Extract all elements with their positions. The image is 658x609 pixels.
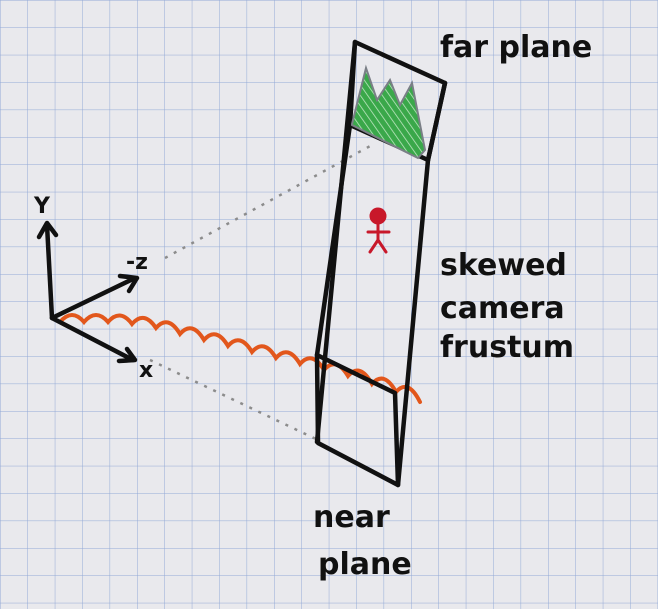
skewed-label-line3: frustum — [440, 330, 574, 365]
frustum-edge-back — [314, 39, 358, 445]
frustum-edge-top-right — [425, 80, 448, 163]
dotted-line-x — [149, 358, 319, 442]
mountains-far-plane — [351, 64, 427, 160]
frustum-edge-far-right — [395, 157, 431, 488]
person-figure — [366, 207, 391, 254]
y-axis-arrowhead — [36, 220, 59, 240]
neg-z-axis-label: -z — [126, 250, 148, 275]
x-axis-label: x — [139, 358, 153, 383]
x-axis-arrowhead — [116, 346, 138, 364]
y-axis-label: Y — [33, 194, 51, 219]
camera-frustum — [314, 39, 448, 488]
ground-bumps — [58, 313, 422, 404]
near-label-line2: plane — [318, 547, 412, 582]
far-plane-label: far plane — [440, 30, 592, 65]
near-label-line1: near — [313, 500, 390, 535]
coordinate-axes — [36, 220, 140, 364]
skewed-label-line1: skewed — [440, 248, 567, 283]
neg-z-axis-line — [49, 275, 138, 321]
y-axis-line — [44, 222, 55, 321]
neg-z-axis-arrowhead — [117, 273, 140, 294]
near-plane-quad — [314, 352, 401, 488]
skewed-label-line2: camera — [440, 291, 565, 326]
x-axis-line — [49, 315, 136, 363]
